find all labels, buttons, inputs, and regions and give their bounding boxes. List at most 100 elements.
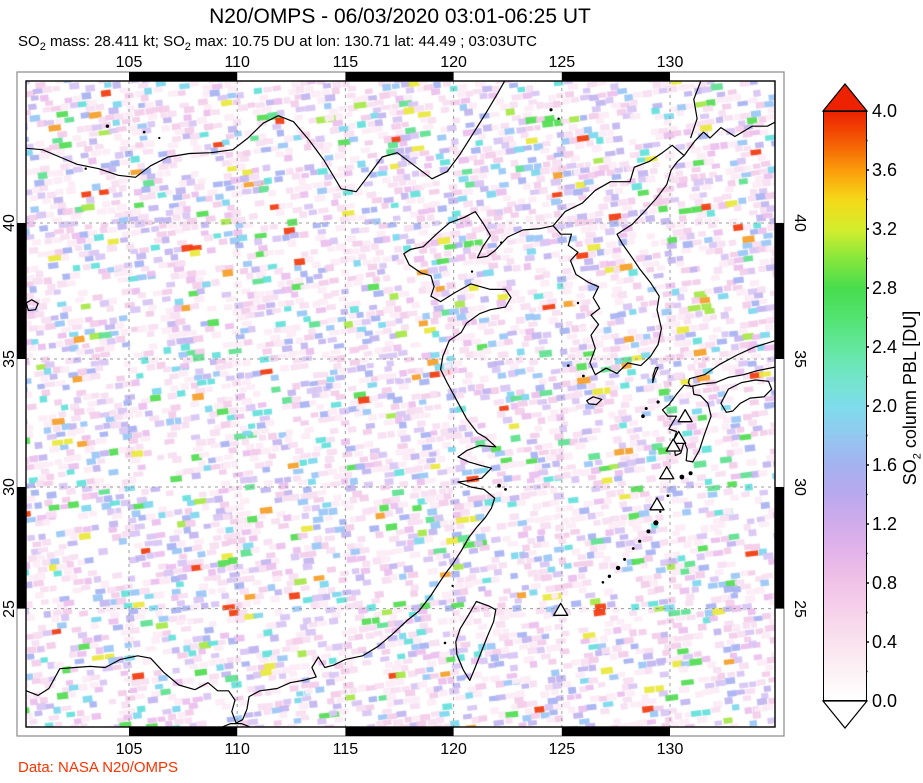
coast-russia-coast xyxy=(683,121,775,156)
island-dot xyxy=(557,117,560,120)
lat-label-right-25: 25 xyxy=(791,599,808,618)
volcano-marker xyxy=(665,438,681,452)
colorbar-tick-label-0.0: 0.0 xyxy=(872,691,898,711)
island-dot xyxy=(644,407,648,410)
lon-label-top-105: 105 xyxy=(115,54,143,71)
colorbar-label-text: SO xyxy=(900,459,920,486)
colorbar-tick-label-2.8: 2.8 xyxy=(872,278,898,298)
island-dot xyxy=(567,364,570,367)
colorbar-tick-label-2.0: 2.0 xyxy=(872,396,898,416)
coast-nk-china-border xyxy=(552,144,685,227)
band-segment xyxy=(775,222,784,359)
subtitle-text: max: 10.75 DU at lon: 130.71 lat: 44.49 … xyxy=(190,33,537,50)
lon-label-top-125: 125 xyxy=(548,54,576,71)
band-segment xyxy=(561,727,671,736)
band-segment xyxy=(561,72,671,81)
coast-kyushu xyxy=(661,384,712,463)
island-dot xyxy=(549,108,553,112)
island-dot xyxy=(105,124,110,128)
band-segment xyxy=(775,486,784,609)
volcano-marker xyxy=(677,409,693,423)
data-credit: Data: NASA N20/OMPS xyxy=(18,759,179,776)
lat-label-right-40: 40 xyxy=(791,214,808,232)
colorbar-label-subscript: 2 xyxy=(911,453,923,460)
coast-qinghai-lake xyxy=(26,299,39,312)
colorbar-tick-label-0.8: 0.8 xyxy=(872,573,898,593)
colorbar-label-text: column PBL [DU] xyxy=(900,310,920,454)
island-dot xyxy=(470,270,474,273)
island-dot xyxy=(582,374,585,378)
coast-china-mongolia-border xyxy=(26,81,506,193)
coastlines xyxy=(26,81,775,727)
volcano-marker xyxy=(553,602,569,616)
band-segment xyxy=(17,486,26,609)
lon-label-bottom-130: 130 xyxy=(656,741,684,758)
lon-label-bottom-110: 110 xyxy=(224,741,250,758)
coast-china-vietnam-border xyxy=(26,655,196,696)
island-dot xyxy=(641,414,645,419)
lon-label-top-130: 130 xyxy=(656,54,684,71)
island-dot xyxy=(500,241,503,244)
band-segment xyxy=(345,727,454,736)
band-segment xyxy=(345,72,454,81)
map-border-band xyxy=(16,71,785,737)
plot-frame xyxy=(25,80,776,728)
coast-china-coast xyxy=(194,211,554,724)
figure-title: N20/OMPS - 06/03/2020 03:01-06:25 UT xyxy=(209,5,591,28)
island-dot xyxy=(601,581,605,584)
subtitle-subscript: 2 xyxy=(184,41,191,53)
colorbar-gradient xyxy=(823,111,867,701)
colorbar-tick-label-1.2: 1.2 xyxy=(872,514,898,534)
island-dot xyxy=(638,539,642,543)
lon-label-bottom-120: 120 xyxy=(440,741,467,758)
island-dot xyxy=(646,529,651,534)
colorbar-tick-label-2.4: 2.4 xyxy=(872,337,898,357)
subtitle-subscript: 2 xyxy=(39,41,46,53)
coast-hainan-north xyxy=(221,723,251,727)
lon-label-bottom-125: 125 xyxy=(548,741,576,758)
coast-taiwan xyxy=(455,600,497,681)
lon-label-top-120: 120 xyxy=(440,54,467,71)
coast-shikoku xyxy=(720,379,773,413)
colorbar-axis-label: SO2 column PBL [DU] xyxy=(899,288,923,508)
island-dot xyxy=(443,641,447,645)
band-segment xyxy=(129,727,238,736)
colorbar-bottom-arrow xyxy=(821,700,869,729)
colorbar-tick-label-3.2: 3.2 xyxy=(872,219,898,239)
island-dot xyxy=(653,520,659,526)
colorbar-tick-label-0.4: 0.4 xyxy=(872,632,898,652)
island-dot xyxy=(666,494,670,498)
lat-label-left-35: 35 xyxy=(1,350,18,368)
lat-label-left-40: 40 xyxy=(1,214,18,232)
coast-honshu-west xyxy=(687,340,775,388)
lon-label-bottom-115: 115 xyxy=(332,741,359,758)
island-dot xyxy=(607,574,612,578)
island-dot xyxy=(142,130,146,134)
coast-tsushima xyxy=(652,366,659,384)
island-dot xyxy=(451,584,454,588)
colorbar-top-arrow xyxy=(821,83,869,112)
island-dot xyxy=(631,547,635,550)
island-dot xyxy=(497,483,501,488)
island-dot xyxy=(576,301,580,305)
colorbar-tick-label-1.6: 1.6 xyxy=(872,455,898,475)
island-dot xyxy=(84,167,87,170)
island-dot xyxy=(679,474,685,480)
island-dot xyxy=(504,488,507,491)
island-dot xyxy=(659,510,662,513)
so2-pixel-data-field xyxy=(26,81,775,727)
volcano-marker xyxy=(649,497,665,511)
lat-label-left-30: 30 xyxy=(1,478,18,496)
lat-label-right-35: 35 xyxy=(791,350,808,368)
band-segment xyxy=(129,72,238,81)
lat-label-right-30: 30 xyxy=(791,478,808,496)
coast-korea-coast xyxy=(552,155,685,376)
island-dot xyxy=(158,136,161,140)
lat-label-left-25: 25 xyxy=(1,599,18,618)
colorbar-tick-label-4.0: 4.0 xyxy=(872,101,898,121)
island-dot xyxy=(623,557,627,561)
island-dot xyxy=(615,565,621,571)
subtitle-text: SO xyxy=(18,33,40,50)
